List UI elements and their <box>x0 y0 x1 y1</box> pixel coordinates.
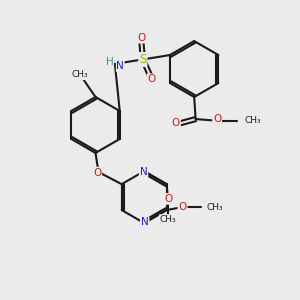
Text: O: O <box>164 194 172 204</box>
Text: CH₃: CH₃ <box>160 215 176 224</box>
Text: S: S <box>139 53 146 66</box>
Text: N: N <box>141 218 148 227</box>
Text: CH₃: CH₃ <box>206 202 223 211</box>
Text: N: N <box>140 167 147 177</box>
Text: O: O <box>148 74 156 84</box>
Text: O: O <box>93 168 101 178</box>
Text: O: O <box>137 33 146 43</box>
Text: N: N <box>116 61 124 71</box>
Text: O: O <box>213 114 221 124</box>
Text: CH₃: CH₃ <box>244 116 261 125</box>
Text: O: O <box>172 118 180 128</box>
Text: CH₃: CH₃ <box>71 70 88 80</box>
Text: O: O <box>178 202 187 212</box>
Text: H: H <box>106 57 113 68</box>
